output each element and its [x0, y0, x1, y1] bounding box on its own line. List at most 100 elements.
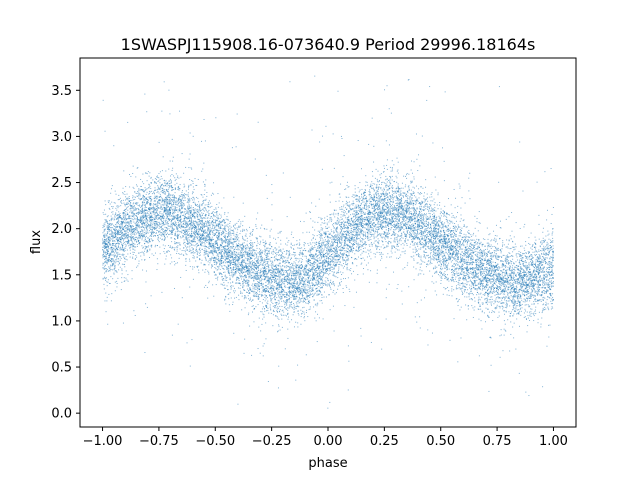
data-point	[439, 202, 441, 204]
data-point	[240, 265, 242, 267]
data-point	[174, 232, 176, 234]
data-point	[499, 335, 501, 337]
data-point	[303, 245, 305, 247]
data-point	[330, 249, 332, 251]
data-point	[424, 223, 426, 225]
data-point	[464, 252, 466, 254]
data-point	[377, 200, 379, 202]
data-point	[113, 272, 115, 274]
data-point	[132, 207, 134, 209]
data-point	[113, 237, 115, 239]
data-point	[462, 261, 464, 263]
data-point	[552, 251, 554, 253]
data-point	[154, 195, 156, 197]
data-point	[233, 249, 235, 251]
data-point	[208, 224, 210, 226]
data-point	[552, 259, 554, 261]
data-point	[104, 229, 106, 231]
data-point	[156, 258, 158, 260]
data-point	[325, 269, 327, 271]
data-point	[231, 252, 233, 254]
data-point	[521, 287, 523, 289]
data-point	[194, 220, 196, 222]
data-point	[384, 237, 386, 239]
data-point	[449, 227, 451, 229]
data-point	[525, 257, 527, 259]
data-point	[444, 288, 446, 290]
data-point	[345, 257, 347, 259]
data-point	[392, 198, 394, 200]
data-point	[540, 271, 542, 273]
data-point	[207, 225, 209, 227]
data-point	[540, 263, 542, 265]
data-point	[411, 160, 413, 162]
data-point	[176, 250, 178, 252]
data-point	[471, 235, 473, 237]
data-point	[191, 241, 193, 243]
data-point	[463, 285, 465, 287]
data-point	[304, 289, 306, 291]
data-point	[360, 222, 362, 224]
data-point	[257, 258, 259, 260]
data-point	[368, 250, 370, 252]
data-point	[204, 217, 206, 219]
data-point	[461, 244, 463, 246]
data-point	[174, 211, 176, 213]
data-point	[423, 240, 425, 242]
data-point	[176, 207, 178, 209]
data-point	[322, 276, 324, 278]
data-point	[332, 258, 334, 260]
data-point	[171, 226, 173, 228]
data-point	[276, 301, 278, 303]
data-point	[189, 248, 191, 250]
data-point	[352, 220, 354, 222]
data-point	[206, 237, 208, 239]
data-point	[464, 254, 466, 256]
data-point	[136, 208, 138, 210]
data-point	[204, 189, 206, 191]
data-point	[278, 281, 280, 283]
data-point	[408, 233, 410, 235]
data-point	[305, 212, 307, 214]
data-point	[531, 308, 533, 310]
data-point	[340, 245, 342, 247]
data-point	[255, 286, 257, 288]
data-point	[250, 269, 252, 271]
data-point	[237, 229, 239, 231]
data-point	[161, 228, 163, 230]
data-point	[146, 202, 148, 204]
data-point	[186, 239, 188, 241]
data-point	[545, 248, 547, 250]
data-point	[148, 175, 150, 177]
data-point	[279, 250, 281, 252]
data-point	[300, 281, 302, 283]
data-point	[513, 249, 515, 251]
data-point	[362, 225, 364, 227]
data-point	[479, 285, 481, 287]
data-point	[194, 239, 196, 241]
data-point	[412, 219, 414, 221]
data-point	[464, 258, 466, 260]
data-point	[385, 224, 387, 226]
data-point	[464, 255, 466, 257]
data-point	[524, 282, 526, 284]
data-point	[237, 247, 239, 249]
data-point	[545, 235, 547, 237]
data-point	[488, 316, 490, 318]
data-point	[163, 248, 165, 250]
data-point	[486, 284, 488, 286]
data-point	[125, 233, 127, 235]
data-point	[259, 270, 261, 272]
data-point	[479, 299, 481, 301]
data-point	[298, 291, 300, 293]
data-point	[347, 201, 349, 203]
data-point	[520, 251, 522, 253]
data-point	[308, 282, 310, 284]
data-point	[346, 267, 348, 269]
data-point	[471, 252, 473, 254]
data-point	[150, 211, 152, 213]
data-point	[398, 230, 400, 232]
data-point	[270, 228, 272, 230]
data-point	[147, 222, 149, 224]
data-point	[108, 266, 110, 268]
